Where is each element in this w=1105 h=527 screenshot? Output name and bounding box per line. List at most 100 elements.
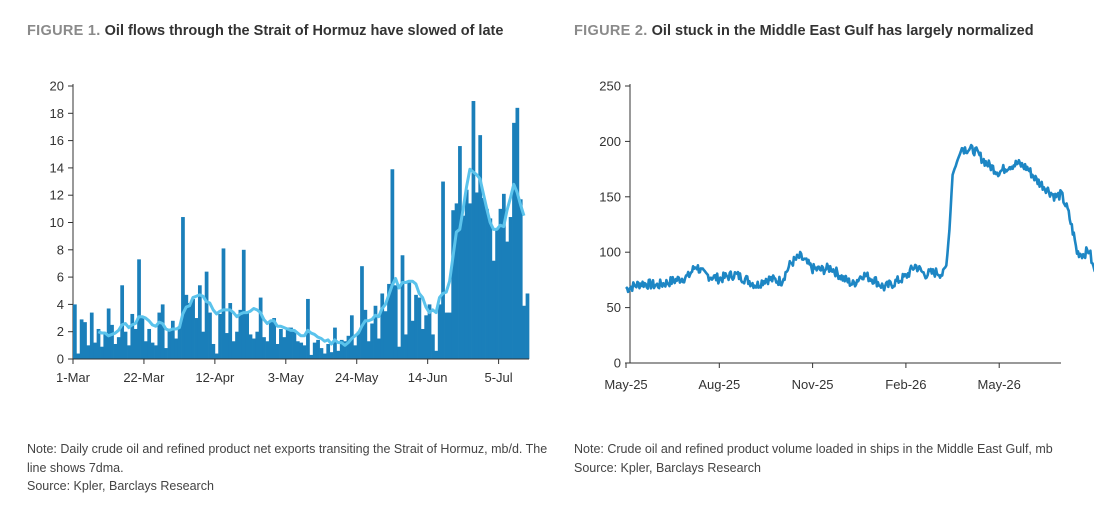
x-tick-label: 24-May [335, 370, 379, 385]
x-tick-label: 1-Mar [56, 370, 91, 385]
bar [441, 181, 445, 359]
x-tick-label: 22-Mar [123, 370, 165, 385]
x-tick-label: 5-Jul [485, 370, 513, 385]
bar [160, 304, 165, 359]
y-tick-label: 6 [57, 270, 64, 285]
bar [133, 328, 138, 359]
bar [404, 334, 408, 359]
bar [262, 337, 266, 359]
bar [353, 345, 358, 359]
y-tick-label: 4 [57, 297, 64, 312]
bar [231, 341, 236, 359]
bar [478, 135, 483, 359]
bar [326, 343, 331, 359]
x-tick-label: Nov-25 [792, 377, 834, 392]
bar [137, 259, 141, 359]
hormuz-flows-chart: 0 2 4 6 8 10 12 14 16 18 20 1-Mar 22-Mar 12-Apr 3-May 2… [50, 79, 530, 385]
bar [363, 309, 368, 359]
bar [400, 255, 405, 359]
bar [525, 293, 530, 359]
bar [360, 266, 364, 359]
bar [474, 192, 479, 359]
bar [103, 334, 108, 359]
bar [464, 189, 469, 359]
x-tick-label: Aug-25 [698, 377, 740, 392]
bar [329, 352, 334, 359]
y-tick-label: 2 [57, 324, 64, 339]
bar [228, 303, 233, 359]
bar [444, 312, 449, 359]
bar [393, 285, 398, 359]
bar [468, 203, 472, 359]
bar [471, 101, 476, 359]
bar [235, 331, 239, 359]
bar [258, 297, 263, 359]
bar [431, 334, 435, 359]
bar [522, 305, 526, 359]
bar [120, 285, 125, 359]
bar [356, 331, 361, 359]
x-tick-label: 3-May [268, 370, 305, 385]
bar [76, 353, 81, 359]
bar [454, 203, 459, 359]
bar [498, 208, 503, 359]
x-tick-label: May-25 [604, 377, 647, 392]
bar [495, 229, 499, 359]
bar [252, 338, 256, 359]
bar [113, 343, 118, 359]
bar [515, 107, 520, 359]
bar [110, 324, 114, 359]
bar [295, 341, 300, 359]
bar [316, 339, 320, 359]
bar [481, 197, 486, 359]
bar [377, 338, 381, 359]
bar [508, 217, 513, 359]
bar [272, 318, 277, 359]
figure-1-title: FIGURE 1. Oil flows through the Strait o… [27, 23, 503, 39]
figure-1-source: Source: Kpler, Barclays Research [27, 479, 214, 493]
bar [501, 193, 506, 359]
bar [208, 312, 212, 359]
bar [106, 308, 111, 359]
bar [79, 319, 84, 359]
bar [127, 345, 131, 359]
y-tick-label: 14 [50, 160, 64, 175]
bar [174, 338, 179, 359]
bar [150, 342, 155, 359]
bar [201, 331, 206, 359]
bar [434, 350, 439, 359]
bar [73, 304, 77, 359]
y-tick-label: 20 [50, 79, 64, 94]
oil-volume-line [625, 143, 1094, 294]
bar [89, 312, 94, 359]
bar [214, 353, 219, 359]
bar [279, 328, 283, 359]
bar [167, 328, 172, 359]
bar [458, 146, 462, 359]
figure-1-label: FIGURE 1. [27, 23, 101, 39]
y-tick-label: 0 [614, 356, 621, 371]
bar [518, 199, 523, 359]
bar [100, 346, 104, 359]
y-tick-label: 0 [57, 352, 64, 367]
figure-1-title-text: Oil flows through the Strait of Hormuz h… [104, 23, 504, 39]
bar [461, 215, 466, 359]
bar [177, 326, 182, 359]
bar [424, 315, 429, 359]
bar [221, 248, 226, 359]
bar [211, 343, 216, 359]
bar [86, 345, 91, 359]
bar [383, 311, 388, 359]
bar [346, 335, 351, 359]
bar [417, 297, 422, 359]
bar [157, 312, 162, 359]
bar [488, 218, 493, 359]
bar [397, 346, 401, 359]
figure-1-note: Note: Daily crude oil and refined produc… [27, 440, 552, 496]
bar [292, 331, 297, 359]
bar [373, 305, 378, 359]
y-tick-label: 12 [50, 188, 64, 203]
bar [265, 341, 270, 359]
bar [370, 323, 374, 359]
bar [245, 312, 249, 359]
